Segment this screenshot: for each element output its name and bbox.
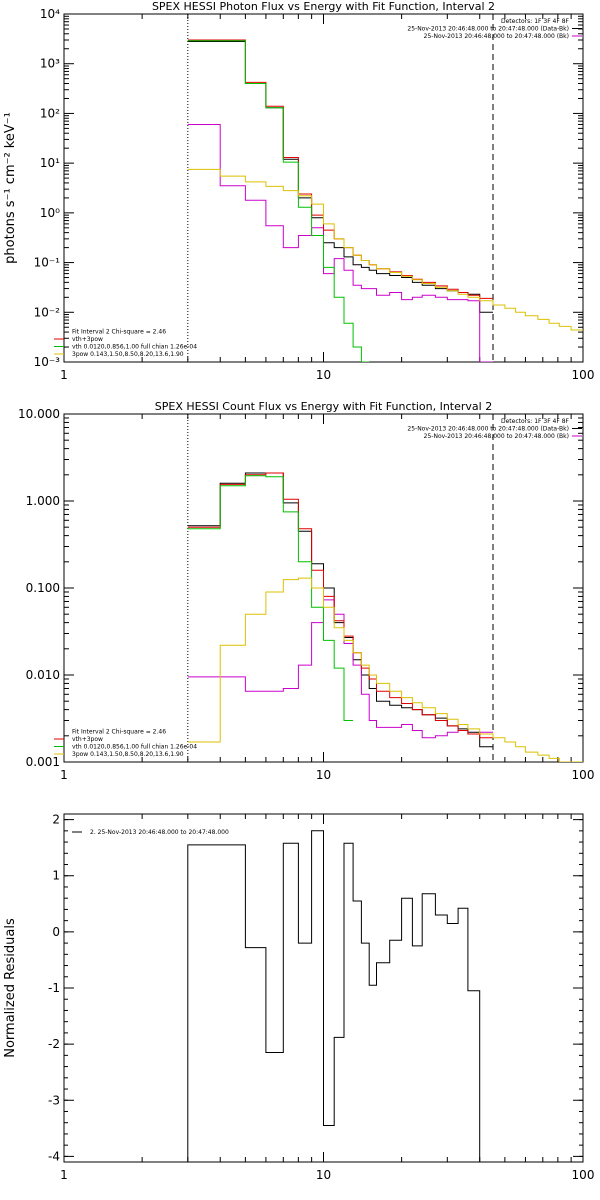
chart-title: SPEX HESSI Photon Flux vs Energy with Fi…: [152, 0, 495, 13]
series-group: [187, 830, 493, 1162]
legend-entry: 3pow 0.143,1.50,8.50,8.20,13.6,1.90: [72, 351, 184, 358]
legend-entry: vth 0.0120,0.856,1.00 full chian 1.26e-0…: [72, 744, 197, 751]
residuals-panel: 1 10 100 -4 -3 -2 -1 0 1 2 Normalized Residuals 2. …: [3, 813, 594, 1182]
y-tick-label: 0.001: [26, 755, 60, 769]
legend-entry: 25-Nov-2013 20:46:48.000 to 20:47:48.000…: [407, 26, 569, 33]
y-tick-label: 10⁰: [40, 206, 60, 220]
series-line-bk: [187, 124, 493, 362]
y-tick-label: 0: [52, 925, 60, 939]
y-tick-label: 10⁻¹: [34, 256, 61, 270]
legend-entry: 25-Nov-2013 20:46:48.000 to 20:47:48.000…: [424, 433, 569, 440]
legend-entry: 2. 25-Nov-2013 20:46:48.000 to 20:47:48.…: [90, 829, 229, 836]
y-tick-label: 0.010: [26, 668, 60, 682]
y-tick-label: 0.100: [26, 581, 60, 595]
x-tick-label: 1: [60, 368, 68, 382]
y-tick-label: 10²: [40, 106, 60, 120]
series-line-3pow: [187, 577, 583, 762]
series-line-vth-3pow: [187, 472, 493, 739]
series-line-vth: [187, 475, 354, 721]
count-flux-panel: SPEX HESSI Count Flux vs Energy with Fit…: [18, 400, 594, 782]
legend-entry: vth+3pow: [72, 336, 103, 343]
y-tick-label: 2: [52, 813, 60, 827]
legend-entry: 25-Nov-2013 20:46:48.000 to 20:47:48.000…: [424, 33, 569, 40]
legend-entry: vth+3pow: [72, 736, 103, 743]
x-tick-label: 10: [316, 1168, 331, 1182]
series-line-3pow: [187, 168, 583, 331]
series-group: [187, 472, 583, 762]
y-axis-title: photons s⁻¹ cm⁻² keV⁻¹: [3, 112, 18, 264]
y-tick-label: 1: [52, 869, 60, 883]
y-tick-label: -3: [48, 1093, 60, 1107]
legend-entry: Fit Interval 2 Chi-square = 2.46: [72, 729, 166, 736]
series-line-vth-3pow: [187, 39, 493, 299]
series-line-2-25-nov-2013-20-46-48-000-to-20-47-48-000: [187, 830, 493, 1162]
y-tick-label: -2: [48, 1037, 60, 1051]
x-tick-label: 100: [572, 368, 595, 382]
legend-entry: Detectors: 1F 3F 4F 8F: [501, 18, 570, 25]
series-line-data-bk: [187, 472, 493, 748]
legend-entry: vth 0.0120,0.856,1.00 full chian 1.26e-0…: [72, 344, 197, 351]
series-line-bk: [187, 599, 493, 739]
legend-entry: Detectors: 1F 3F 4F 8F: [501, 418, 570, 425]
y-tick-label: 10⁻³: [34, 355, 61, 369]
legend-entry: 25-Nov-2013 20:46:48.000 to 20:47:48.000…: [407, 426, 569, 433]
legend-entry: Fit Interval 2 Chi-square = 2.46: [72, 329, 166, 336]
y-tick-label: 10³: [40, 57, 60, 71]
x-tick-label: 100: [572, 1168, 595, 1182]
y-tick-label: -1: [48, 981, 60, 995]
series-group: [187, 39, 583, 362]
photon-flux-panel: SPEX HESSI Photon Flux vs Energy with Fi…: [3, 0, 594, 382]
chart-title: SPEX HESSI Count Flux vs Energy with Fit…: [155, 400, 492, 413]
x-tick-label: 10: [316, 368, 331, 382]
y-tick-label: 10⁴: [40, 7, 60, 21]
plot-frame: [63, 13, 584, 363]
y-tick-label: 1.000: [26, 494, 60, 508]
series-line-vth: [187, 40, 370, 362]
x-tick-label: 10: [316, 768, 331, 782]
y-tick-label: 10¹: [40, 156, 60, 170]
y-axis-title: Normalized Residuals: [3, 918, 18, 1058]
y-tick-label: 10.000: [18, 407, 60, 421]
y-tick-label: 10⁻²: [34, 305, 61, 319]
x-tick-label: 100: [572, 768, 595, 782]
x-tick-label: 1: [60, 1168, 68, 1182]
x-tick-label: 1: [60, 768, 68, 782]
series-line-data-bk: [187, 41, 493, 313]
legend-entry: 3pow 0.143,1.50,8.50,8.20,13.6,1.90: [72, 751, 184, 758]
y-tick-label: -4: [48, 1149, 60, 1163]
